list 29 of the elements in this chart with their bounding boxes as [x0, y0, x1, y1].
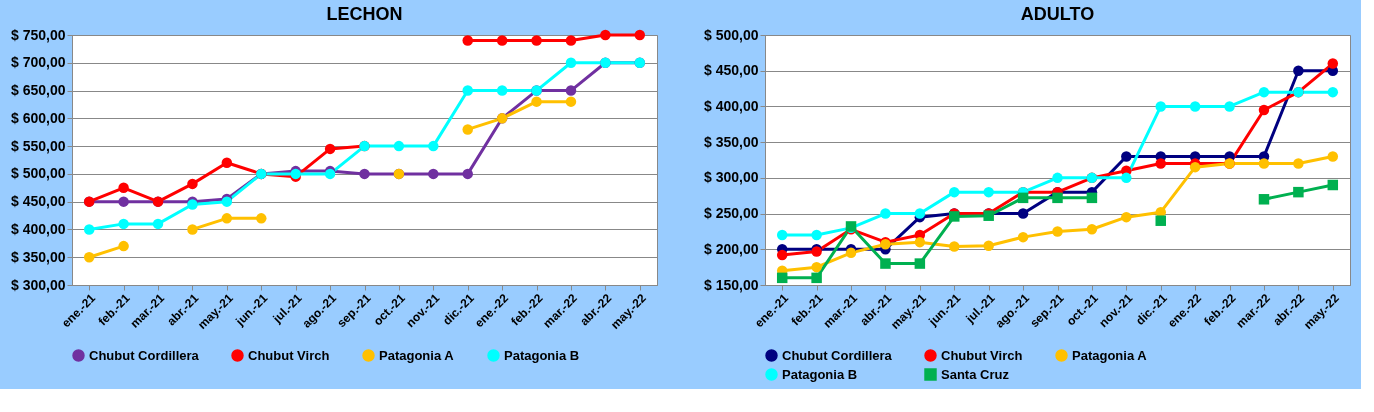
legend-label: Chubut Virch — [941, 347, 1023, 363]
legend-label: Patagonia B — [504, 347, 580, 363]
y-tick-label: $ 400,00 — [704, 97, 759, 114]
y-tick-label: $ 300,00 — [704, 169, 759, 186]
y-tick-label: $ 650,00 — [11, 82, 66, 99]
y-tick-label: $ 250,00 — [704, 205, 759, 222]
y-tick-label: $ 450,00 — [11, 193, 66, 210]
legend-label: Patagonia A — [1072, 347, 1148, 363]
y-tick-label: $ 500,00 — [11, 165, 66, 182]
y-tick-label: $ 200,00 — [704, 240, 759, 257]
legend-label: Patagonia A — [379, 347, 455, 363]
y-tick-label: $ 150,00 — [704, 276, 759, 293]
chart-title: LECHON — [326, 4, 403, 24]
y-tick-label: $ 700,00 — [11, 54, 66, 71]
y-tick-label: $ 400,00 — [11, 220, 66, 237]
y-tick-label: $ 750,00 — [11, 26, 66, 43]
legend-label: Chubut Cordillera — [782, 347, 893, 363]
legend-label: Patagonia B — [782, 366, 858, 382]
legend-label: Santa Cruz — [941, 366, 1010, 382]
chart-title: ADULTO — [1020, 4, 1095, 24]
legend-label: Chubut Cordillera — [89, 347, 200, 363]
y-tick-label: $ 600,00 — [11, 109, 66, 126]
y-tick-label: $ 350,00 — [704, 133, 759, 150]
y-tick-label: $ 350,00 — [11, 248, 66, 265]
y-tick-label: $ 500,00 — [704, 26, 759, 43]
y-tick-label: $ 450,00 — [704, 62, 759, 79]
legend-label: Chubut Virch — [248, 347, 330, 363]
y-tick-label: $ 550,00 — [11, 137, 66, 154]
y-tick-label: $ 300,00 — [11, 276, 66, 293]
